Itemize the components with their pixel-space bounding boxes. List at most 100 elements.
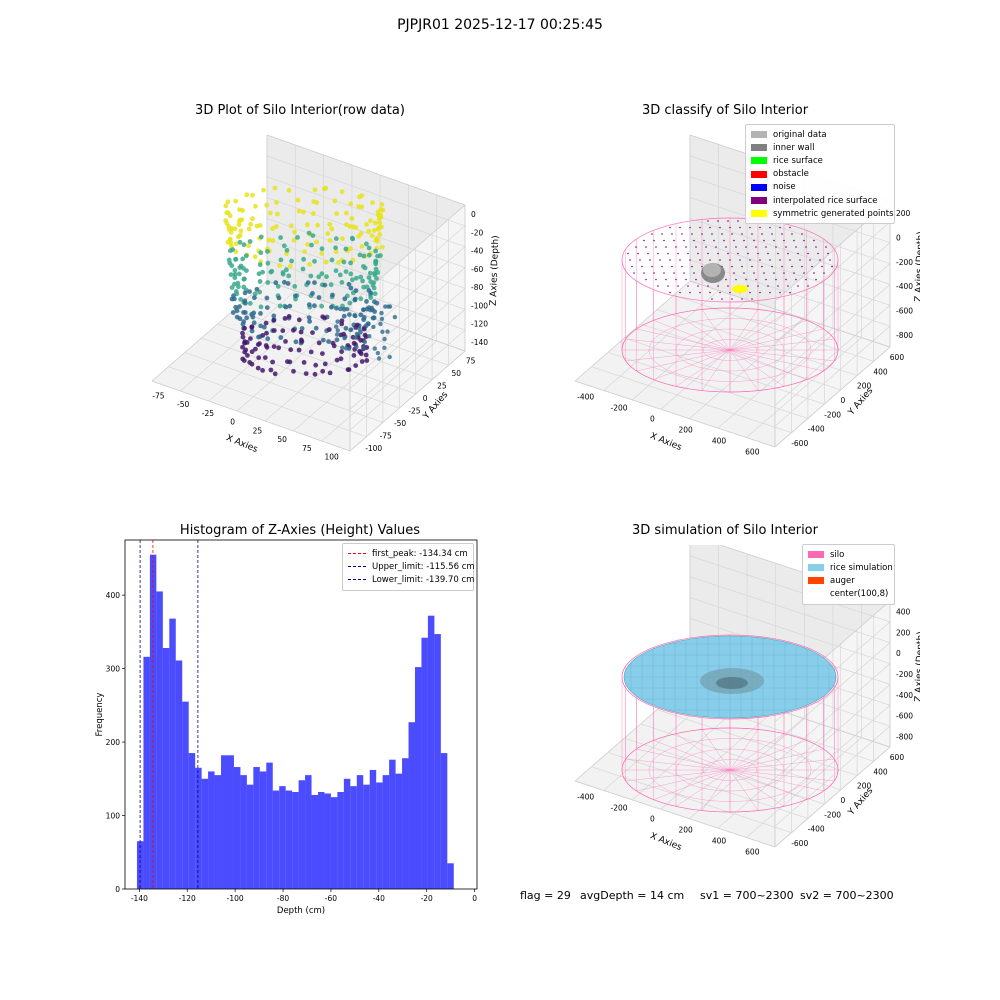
x-tick-label: -50	[177, 400, 189, 409]
raw-point	[334, 305, 339, 311]
raw-point	[363, 352, 369, 358]
interpolated-point	[627, 252, 629, 255]
histogram-bar	[356, 775, 364, 889]
raw-point	[359, 204, 365, 210]
raw-point	[243, 253, 249, 259]
x-axis-label: X Axies	[224, 433, 259, 455]
raw-point	[346, 367, 352, 372]
silo-floor-spoke	[729, 758, 835, 771]
classify-3d-plot[interactable]: -400-20002004006006004002000-200-400-600…	[540, 125, 920, 485]
raw-point	[341, 331, 347, 337]
grid-line	[774, 242, 891, 343]
raw-point	[359, 244, 365, 249]
interpolated-point	[709, 226, 711, 229]
interpolated-point	[655, 278, 657, 281]
y-tick-label: -600	[791, 839, 808, 848]
y-tick-label: 100	[106, 812, 121, 821]
x-tick-label: 75	[302, 444, 312, 453]
interpolated-point	[711, 298, 713, 300]
grid-line	[746, 337, 862, 438]
raw-point	[322, 282, 328, 288]
raw-point	[269, 268, 275, 274]
interpolated-point	[759, 259, 761, 261]
raw-point	[230, 310, 236, 315]
raw-point	[295, 197, 301, 203]
raw-3d-plot[interactable]: -75-50-2502550751007550250-25-50-75-1000…	[120, 125, 500, 485]
raw-point	[241, 310, 246, 315]
raw-point	[271, 313, 277, 319]
raw-point	[342, 336, 347, 341]
grid-line	[689, 218, 891, 285]
histogram-bar	[421, 637, 428, 889]
classify-legend-item: inner wall	[751, 141, 889, 154]
z-tick-label: 200	[896, 628, 911, 637]
x-tick-label: 0	[650, 815, 655, 824]
interpolated-point	[707, 220, 709, 222]
raw-point	[344, 222, 349, 228]
classify-legend-item: original data	[751, 128, 889, 141]
raw-point	[233, 256, 239, 262]
raw-point	[353, 335, 358, 340]
raw-point	[347, 300, 353, 306]
raw-point	[291, 368, 296, 374]
interpolated-point	[773, 239, 775, 242]
interpolated-point	[817, 252, 819, 255]
raw-point	[277, 263, 282, 268]
raw-point	[337, 272, 343, 278]
silo-floor-spoke	[675, 769, 731, 807]
histogram-chart[interactable]: -140 -120 -100 -80 -60 -40 -20 0 0 100 200 300 400 De…	[80, 535, 490, 920]
raw-point-cloud	[223, 185, 398, 377]
interpolated-point	[779, 259, 781, 261]
raw-point	[327, 221, 333, 227]
raw-point	[329, 304, 334, 310]
grid-line	[660, 709, 776, 810]
raw-point	[316, 340, 322, 346]
silo-floor-spoke	[729, 349, 835, 362]
simulation-3d-plot[interactable]: -400-20002004006006004002000-200-400-600…	[540, 545, 920, 885]
silo-floor-spoke	[729, 769, 759, 811]
interpolated-point	[701, 233, 703, 235]
raw-point	[319, 246, 325, 252]
interpolated-point	[693, 239, 695, 242]
grid-line	[774, 284, 891, 385]
silo-floor-spoke	[729, 740, 807, 771]
interpolated-point	[813, 272, 815, 274]
pane-edge	[151, 280, 268, 382]
y-tick-label: 0	[115, 885, 120, 894]
raw-point	[354, 331, 360, 337]
raw-point	[362, 265, 368, 271]
interpolated-point	[637, 252, 639, 255]
raw-point	[353, 363, 359, 368]
classify-legend-swatch	[751, 183, 767, 191]
grid-line	[689, 576, 891, 644]
raw-point	[378, 253, 383, 258]
x-tick-label: -20	[421, 894, 433, 903]
raw-point	[298, 329, 304, 335]
raw-point	[261, 324, 267, 330]
raw-point	[280, 270, 286, 275]
interpolated-point	[783, 239, 785, 242]
silo-rim	[621, 217, 839, 303]
interpolated-point	[665, 278, 667, 281]
raw-point	[372, 309, 377, 314]
histogram-bar	[182, 701, 189, 889]
interpolated-point	[751, 298, 753, 300]
y-tick-label: -75	[380, 431, 392, 440]
raw-point	[270, 238, 276, 244]
x-tick-label: 200	[679, 426, 694, 435]
raw-point	[256, 271, 262, 277]
raw-point	[250, 314, 256, 320]
interpolated-point	[629, 259, 631, 261]
raw-point	[292, 229, 297, 235]
simulation-legend-label: auger	[830, 575, 855, 586]
interpolated-point	[775, 246, 777, 248]
silo-floor-spoke	[729, 748, 824, 771]
raw-point	[328, 282, 334, 288]
raw-point	[253, 346, 258, 352]
interpolated-point	[675, 246, 677, 248]
z-axis-label: Z Axies (Depth)	[914, 231, 920, 302]
interpolated-point	[653, 272, 655, 274]
y-tick-label: 0	[423, 394, 428, 403]
raw-point	[339, 318, 345, 324]
interpolated-point	[657, 285, 659, 287]
